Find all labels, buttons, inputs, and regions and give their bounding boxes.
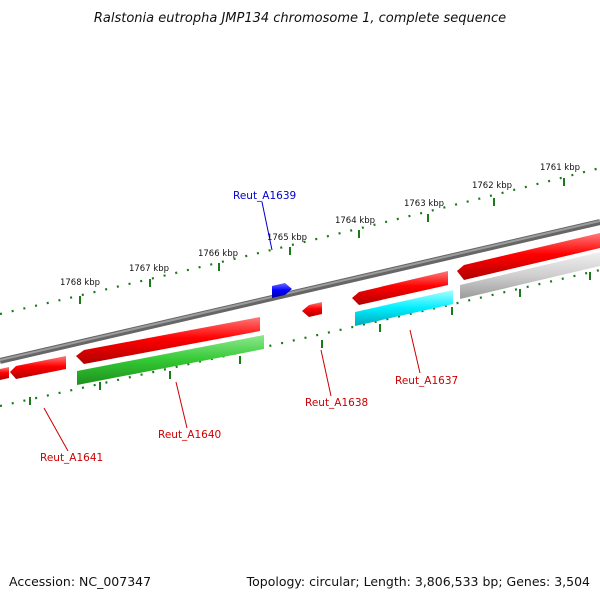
leader-reut-a1637 [409, 329, 421, 374]
ruler-labels: 1761 kbp 1762 kbp 1763 kbp 1764 kbp 1765 kbp… [60, 163, 580, 288]
gene-label-reut-a1641[interactable]: Reut_A1641 [40, 452, 103, 464]
chromosome-backbone-highlight [0, 220, 600, 361]
leader-reut-a1639 [261, 201, 273, 251]
gene-label-reut-a1640[interactable]: Reut_A1640 [158, 429, 221, 441]
features-track [0, 233, 600, 385]
cds-feature-right[interactable] [457, 233, 600, 280]
label-leader-lines [43, 201, 421, 452]
ruler-tick-label: 1762 kbp [472, 181, 512, 191]
sequence-summary: Topology: circular; Length: 3,806,533 bp… [246, 574, 590, 589]
ruler-tick-label: 1766 kbp [198, 249, 238, 259]
ruler-tick-label: 1764 kbp [335, 216, 375, 226]
ruler-tick-label: 1767 kbp [129, 264, 169, 274]
cds-feature-reut-a1641[interactable] [10, 356, 66, 379]
lower-ruler-ticks [29, 272, 591, 405]
gene-label-reut-a1639[interactable]: Reut_A1639 [233, 190, 296, 202]
leader-reut-a1641 [43, 407, 69, 452]
gene-labels: Reut_A1639 Reut_A1641 Reut_A1640 Reut_A1… [40, 190, 458, 464]
ruler-tick-label: 1763 kbp [404, 199, 444, 209]
cds-feature-reut-a1638[interactable] [302, 302, 322, 317]
ruler-tick-label: 1765 kbp [267, 233, 307, 243]
coordinate-ruler: 1761 kbp 1762 kbp 1763 kbp 1764 kbp 1765 kbp… [0, 163, 600, 316]
gene-feature-reut-a1640[interactable] [77, 335, 264, 385]
cds-feature-reut-a1640[interactable] [76, 317, 260, 364]
ruler-tick-label: 1768 kbp [60, 278, 100, 288]
gene-label-reut-a1637[interactable]: Reut_A1637 [395, 375, 458, 387]
gene-feature-right[interactable] [460, 252, 600, 299]
ruler-ticks [79, 178, 565, 304]
gene-label-reut-a1638[interactable]: Reut_A1638 [305, 397, 368, 409]
lower-ruler-dotted-line [0, 268, 600, 408]
leader-reut-a1638 [320, 349, 332, 397]
gene-feature-reut-a1637[interactable] [355, 290, 453, 326]
ruler-tick-label: 1761 kbp [540, 163, 580, 173]
leader-reut-a1640 [175, 381, 188, 429]
cds-feature-reut-a1637[interactable] [352, 271, 448, 305]
accession-label: Accession: NC_007347 [9, 574, 151, 589]
map-title: Ralstonia eutropha JMP134 chromosome 1, … [94, 11, 506, 26]
feature-reut-a1639[interactable] [272, 283, 292, 298]
cds-feature-left-edge[interactable] [0, 367, 9, 380]
